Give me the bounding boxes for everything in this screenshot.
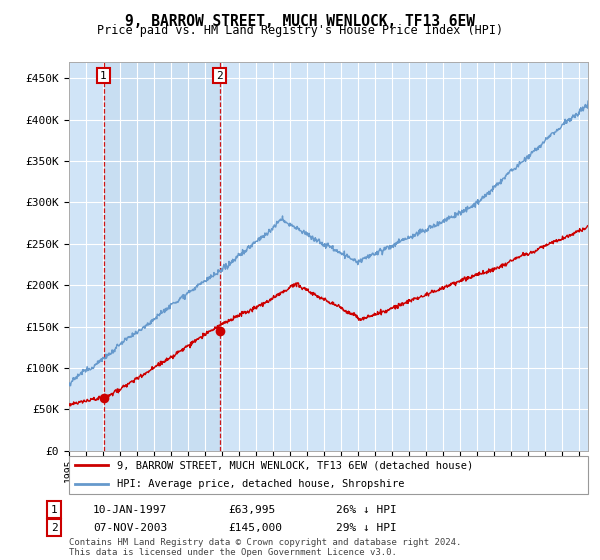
Text: 26% ↓ HPI: 26% ↓ HPI [336,505,397,515]
Text: Contains HM Land Registry data © Crown copyright and database right 2024.
This d: Contains HM Land Registry data © Crown c… [69,538,461,557]
Text: 2: 2 [50,522,58,533]
Text: 29% ↓ HPI: 29% ↓ HPI [336,522,397,533]
Text: 9, BARROW STREET, MUCH WENLOCK, TF13 6EW: 9, BARROW STREET, MUCH WENLOCK, TF13 6EW [125,14,475,29]
Text: HPI: Average price, detached house, Shropshire: HPI: Average price, detached house, Shro… [117,479,404,489]
Text: 07-NOV-2003: 07-NOV-2003 [93,522,167,533]
Text: 9, BARROW STREET, MUCH WENLOCK, TF13 6EW (detached house): 9, BARROW STREET, MUCH WENLOCK, TF13 6EW… [117,460,473,470]
Text: Price paid vs. HM Land Registry's House Price Index (HPI): Price paid vs. HM Land Registry's House … [97,24,503,37]
Text: £63,995: £63,995 [228,505,275,515]
Text: 10-JAN-1997: 10-JAN-1997 [93,505,167,515]
Bar [104,62,220,451]
Text: 1: 1 [50,505,58,515]
Text: 2: 2 [216,71,223,81]
Text: £145,000: £145,000 [228,522,282,533]
Text: 1: 1 [100,71,107,81]
